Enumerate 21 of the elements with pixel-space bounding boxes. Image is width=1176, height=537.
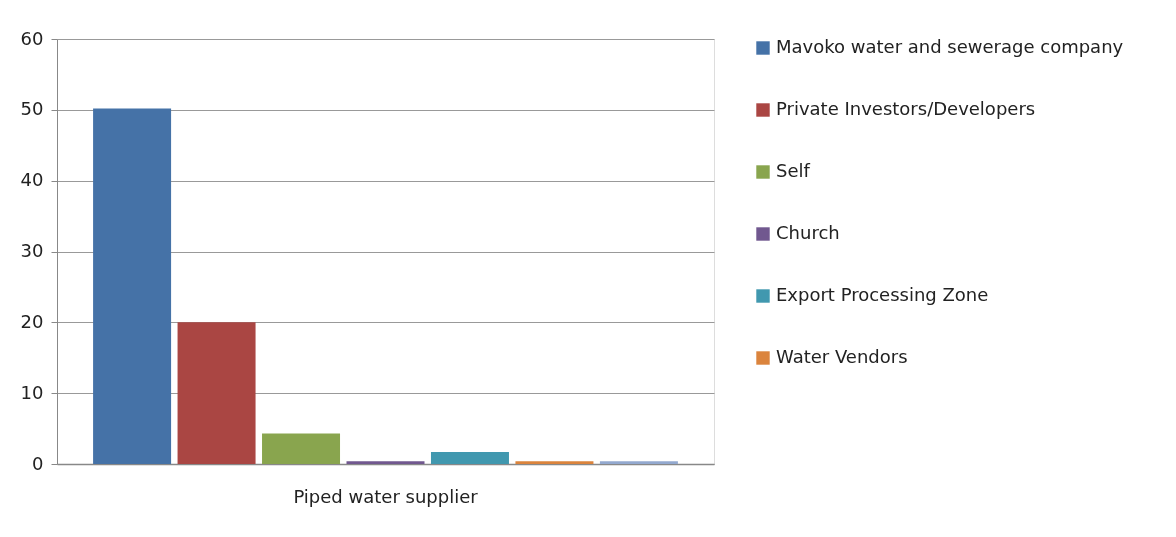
bar	[599, 461, 678, 464]
bar	[515, 461, 594, 464]
y-tick-label: 20	[20, 310, 44, 332]
legend-label: Church	[776, 222, 840, 243]
bar	[346, 461, 425, 464]
legend-label: Private Investors/Developers	[776, 98, 1036, 119]
y-tick-label: 0	[32, 452, 44, 474]
y-tick-label: 60	[20, 27, 44, 49]
x-tick-label: Piped water supplier	[293, 485, 479, 507]
y-tick-label: 10	[20, 381, 44, 403]
legend-label: Mavoko water and sewerage company	[776, 36, 1124, 57]
bar	[430, 451, 509, 464]
bar	[177, 322, 256, 464]
y-tick-label: 30	[20, 240, 44, 261]
bar	[93, 108, 172, 464]
y-tick-label: 40	[20, 169, 44, 191]
legend-label: Export Processing Zone	[776, 284, 989, 305]
legend-label: Water Vendors	[776, 346, 908, 367]
bar	[262, 433, 341, 464]
y-tick-label: 50	[20, 98, 44, 120]
legend-label: Self	[776, 160, 811, 181]
